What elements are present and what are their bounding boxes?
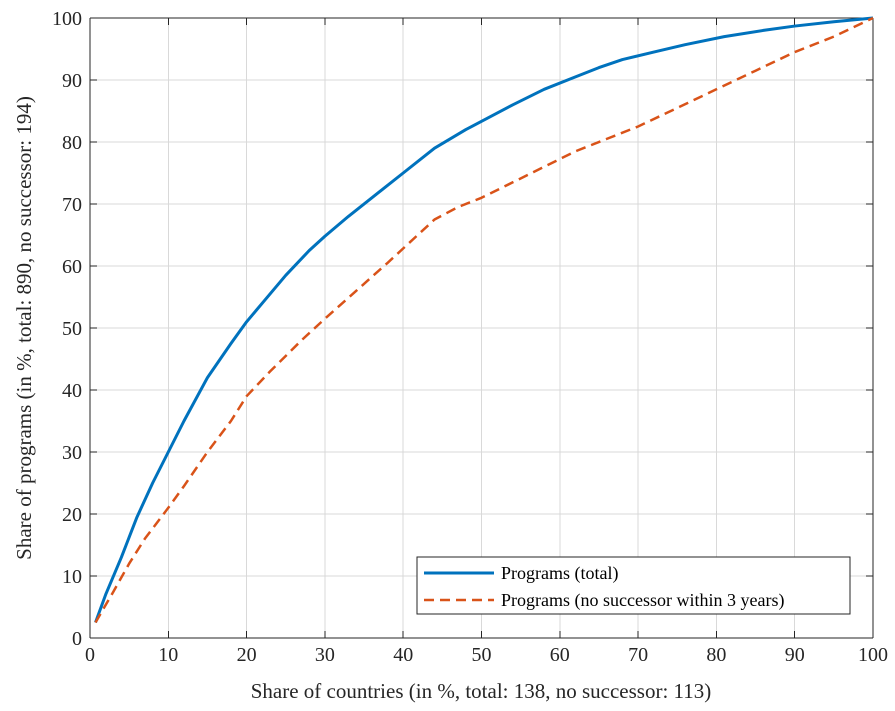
legend-label-no-successor: Programs (no successor within 3 years) <box>501 590 784 611</box>
y-tick-label: 60 <box>62 256 82 278</box>
x-tick-label: 80 <box>706 644 726 666</box>
y-axis-label: Share of programs (in %, total: 890, no … <box>12 96 36 560</box>
x-tick-label: 40 <box>393 644 413 666</box>
legend-box <box>416 556 851 615</box>
x-tick-label: 60 <box>550 644 570 666</box>
y-tick-label: 0 <box>72 628 82 650</box>
y-tick-label: 70 <box>62 194 82 216</box>
y-tick-label: 90 <box>62 70 82 92</box>
y-tick-label: 100 <box>52 8 82 30</box>
y-tick-label: 30 <box>62 442 82 464</box>
x-axis-label: Share of countries (in %, total: 138, no… <box>251 679 712 703</box>
x-tick-label: 20 <box>237 644 257 666</box>
axes <box>89 17 874 639</box>
series-lines <box>94 16 874 624</box>
legend-label-total: Programs (total) <box>501 563 618 584</box>
x-tick-label: 50 <box>472 644 492 666</box>
x-tick-label: 100 <box>858 644 888 666</box>
x-tick-label: 0 <box>85 644 95 666</box>
y-tick-label: 50 <box>62 318 82 340</box>
series-line-no-successor <box>94 16 874 624</box>
y-tick-label: 40 <box>62 380 82 402</box>
x-tick-label: 70 <box>628 644 648 666</box>
y-tick-label: 80 <box>62 132 82 154</box>
legend: Programs (total) Programs (no successor … <box>416 556 851 615</box>
series-line-total <box>94 16 874 624</box>
x-tick-label: 10 <box>158 644 178 666</box>
x-tick-label: 30 <box>315 644 335 666</box>
tick-labels: 0 10 20 30 40 50 60 70 80 90 100 0 10 20 30 40 50 60 70 80 9… <box>52 8 888 666</box>
y-tick-label: 20 <box>62 504 82 526</box>
x-tick-label: 90 <box>785 644 805 666</box>
y-tick-label: 10 <box>62 566 82 588</box>
